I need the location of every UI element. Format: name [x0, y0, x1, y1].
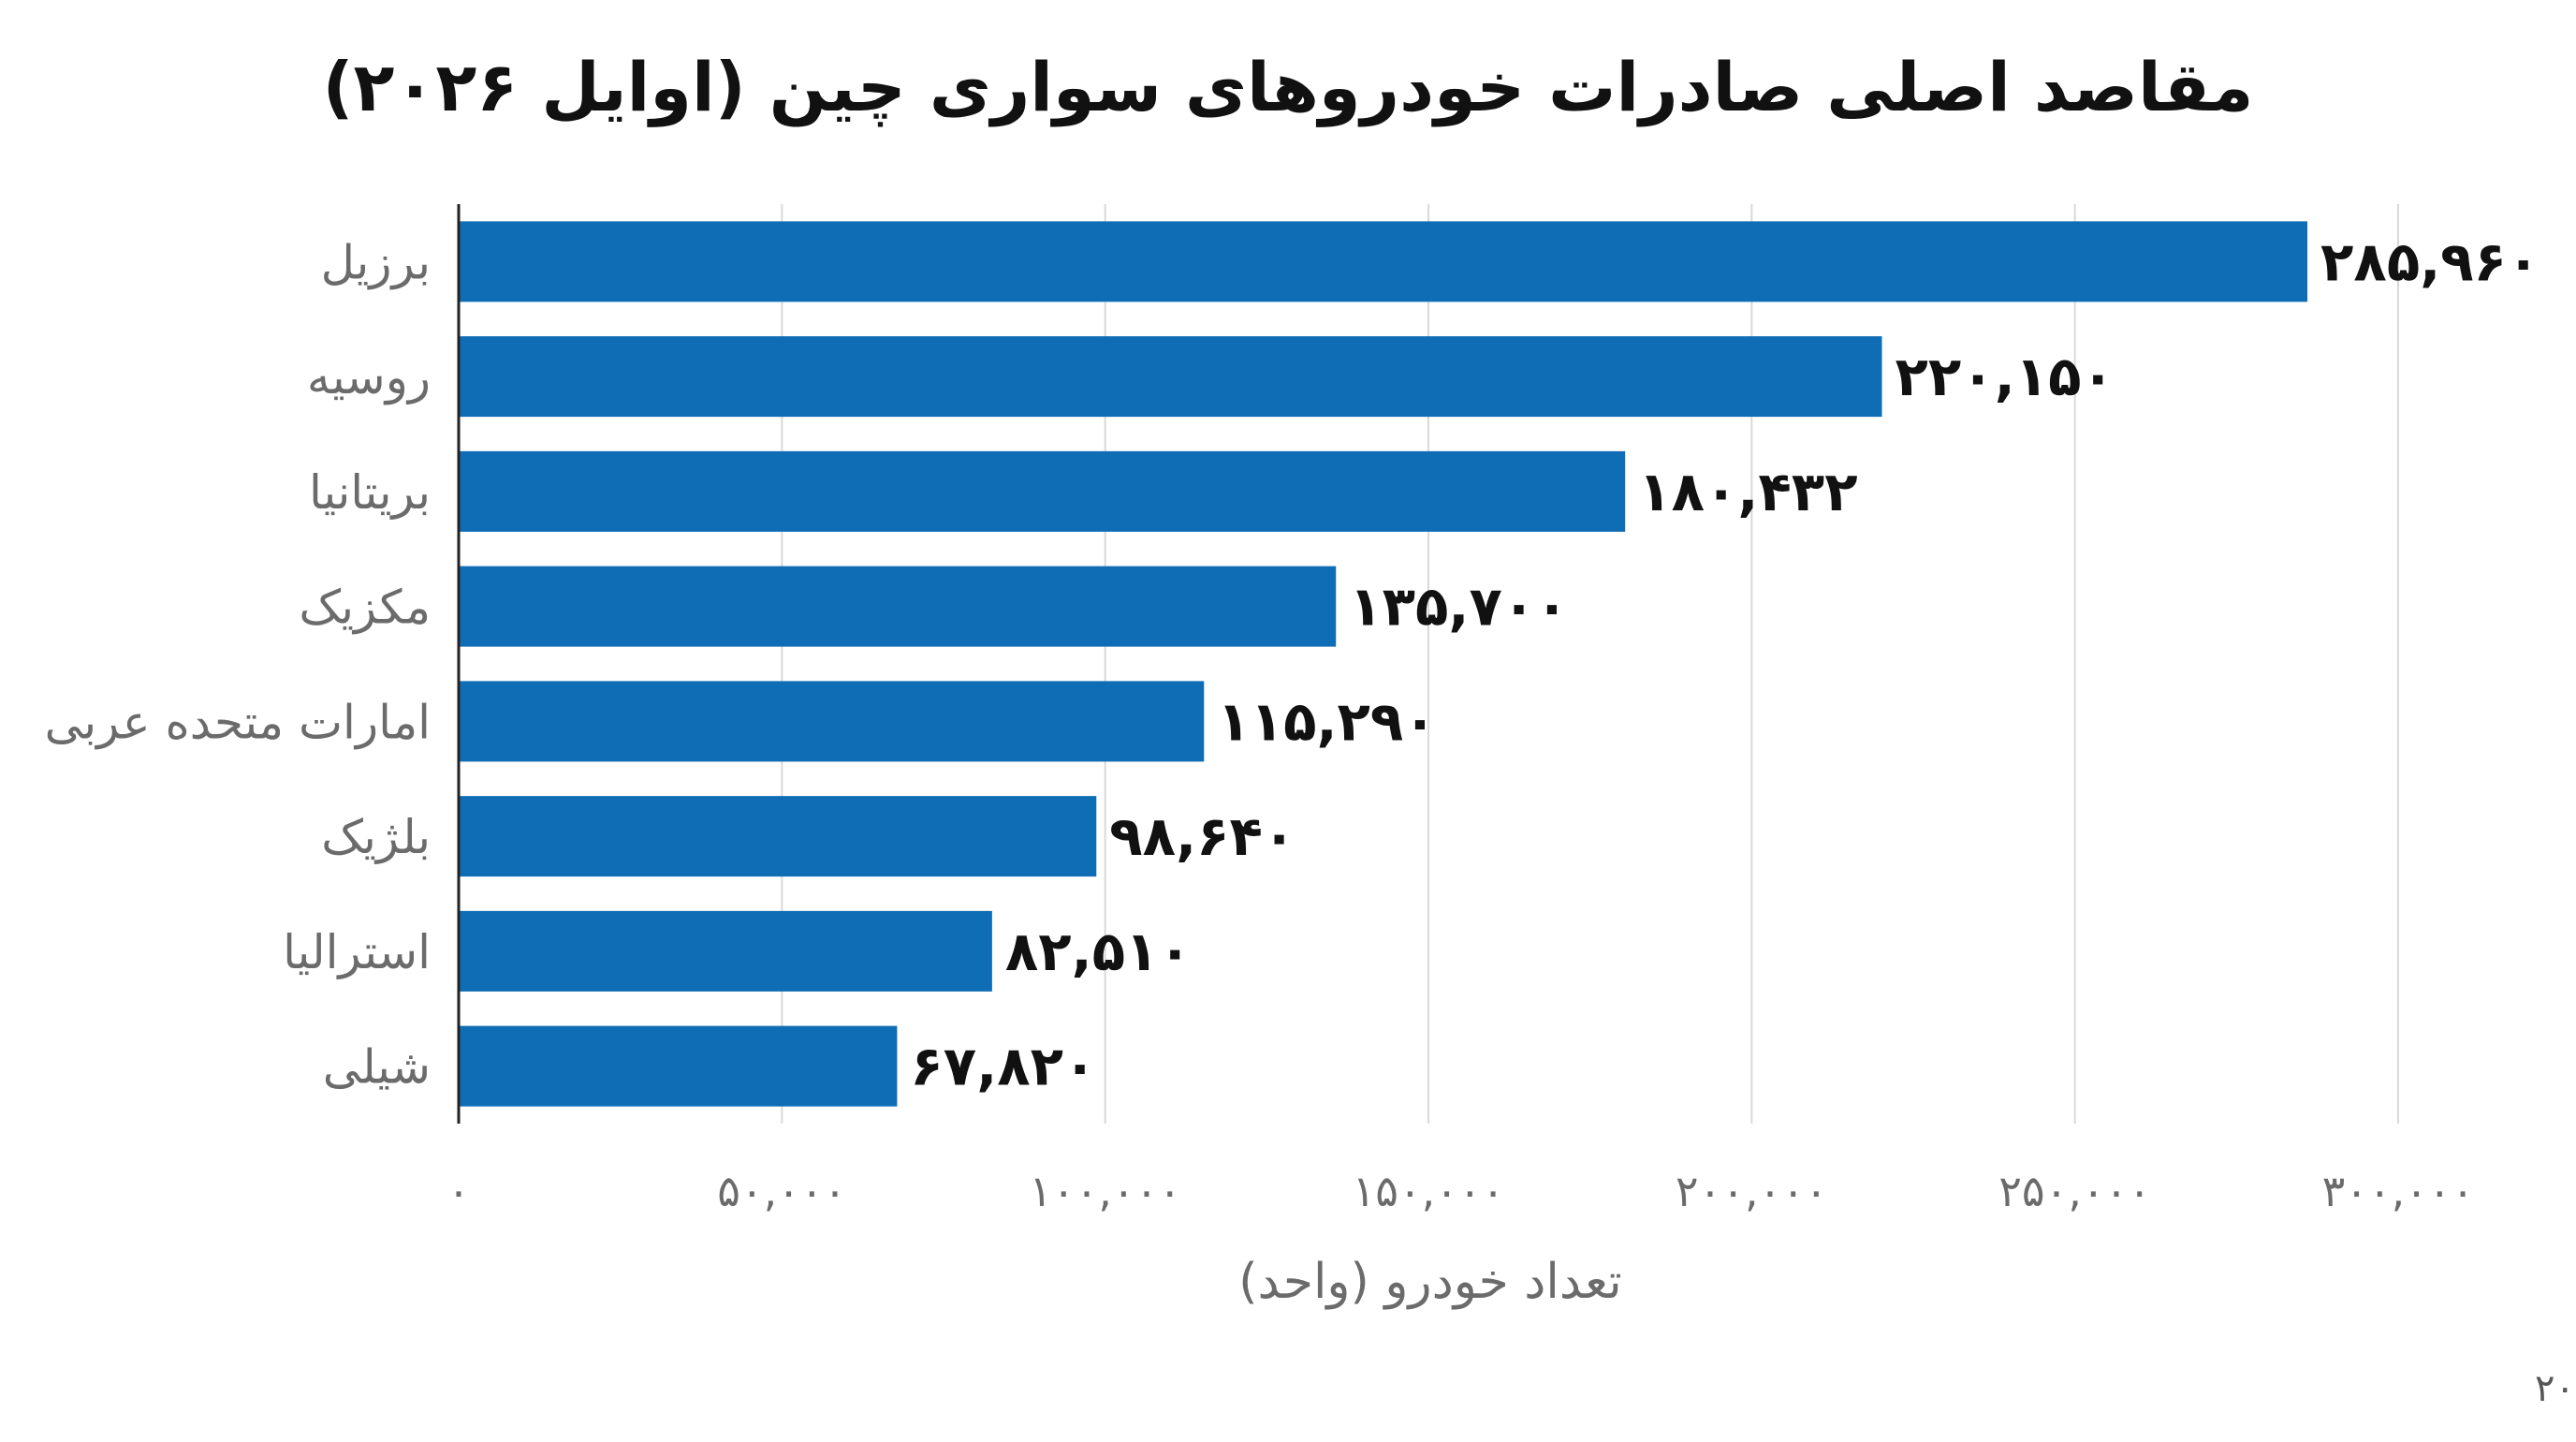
- bar-value-label: ۱۱۵,۲۹۰: [1217, 689, 1436, 753]
- x-axis-ticks: ۰ ۵۰,۰۰۰ ۱۰۰,۰۰۰ ۱۵۰,۰۰۰ ۲۰۰,۰۰۰ ۲۵۰,۰۰۰ ۳۰۰,۰…: [447, 1166, 2475, 1216]
- chart-title: مقاصد اصلی صادرات خودروهای سواری چین (او…: [323, 48, 2254, 127]
- bar: [459, 336, 1882, 418]
- x-tick-label: ۳۰۰,۰۰۰: [2322, 1166, 2475, 1216]
- category-label: امارات متحده عربی: [45, 695, 431, 749]
- category-label: مکزیک: [299, 581, 431, 635]
- category-labels: برزیل روسیه بریتانیا مکزیک امارات متحده عربی…: [45, 235, 431, 1094]
- bar-value-label: ۱۳۵,۷۰۰: [1349, 575, 1568, 639]
- source-note: منبع: داده‌های گمرک و صنعت، برآورد ۲۰۲۶: [2535, 1365, 2576, 1410]
- category-label: برزیل: [321, 235, 431, 289]
- x-tick-label: ۱۰۰,۰۰۰: [1029, 1166, 1181, 1216]
- bar: [459, 796, 1097, 877]
- bar: [459, 910, 992, 992]
- bar-value-label: ۲۸۵,۹۶۰: [2320, 229, 2539, 293]
- x-tick-label: ۲۰۰,۰۰۰: [1676, 1166, 1828, 1216]
- x-axis-title: تعداد خودرو (واحد): [1238, 1254, 1621, 1310]
- category-label: بریتانیا: [309, 465, 431, 520]
- bar: [459, 566, 1337, 647]
- bar-value-label: ۱۸۰,۴۳۲: [1638, 460, 1857, 523]
- x-tick-label: ۵۰,۰۰۰: [717, 1166, 846, 1216]
- bar-value-label: ۶۷,۸۲۰: [910, 1035, 1096, 1098]
- bars: [459, 221, 2308, 1107]
- bar: [459, 1025, 898, 1107]
- bar: [459, 450, 1626, 532]
- x-tick-label: ۱۵۰,۰۰۰: [1353, 1166, 1505, 1216]
- category-label: بلژیک: [321, 810, 431, 864]
- bar-value-label: ۹۸,۶۴۰: [1109, 804, 1295, 868]
- category-label: شیلی: [323, 1040, 431, 1095]
- bar-value-label: ۲۲۰,۱۵۰: [1895, 345, 2115, 408]
- x-tick-label: ۲۵۰,۰۰۰: [1998, 1166, 2151, 1216]
- value-labels: ۲۸۵,۹۶۰ ۲۲۰,۱۵۰ ۱۸۰,۴۳۲ ۱۳۵,۷۰۰ ۱۱۵,۲۹۰ ۹۸,۶۴…: [910, 229, 2539, 1097]
- bar: [459, 681, 1205, 762]
- category-label: روسیه: [307, 350, 431, 405]
- category-label: استرالیا: [283, 925, 431, 979]
- x-tick-label: ۰: [447, 1166, 471, 1216]
- bar-value-label: ۸۲,۵۱۰: [1005, 920, 1192, 983]
- bar: [459, 221, 2308, 302]
